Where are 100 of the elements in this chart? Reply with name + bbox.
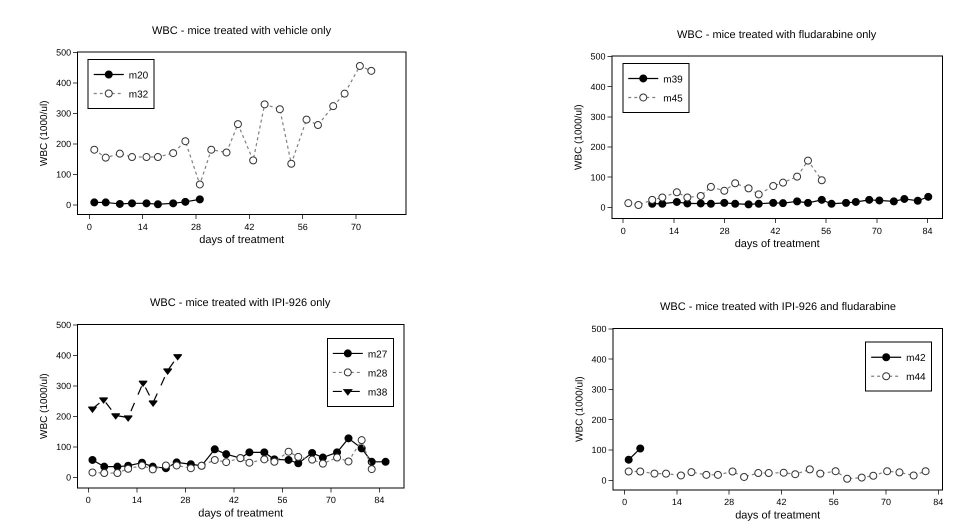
point: [116, 200, 124, 208]
point: [769, 198, 778, 207]
point: [672, 198, 681, 206]
point: [754, 200, 763, 208]
y-tick-label: 500: [56, 48, 72, 58]
x-tick-label: 70: [326, 495, 336, 506]
x-tick-label: 70: [351, 222, 362, 232]
point: [720, 198, 728, 207]
x-tick-label: 70: [872, 226, 882, 236]
x-tick-label: 0: [620, 226, 626, 236]
point: [875, 196, 884, 204]
point: [102, 198, 110, 206]
chart-title: WBC - mice treated with vehicle only: [152, 25, 332, 37]
y-tick-label: 200: [56, 139, 72, 150]
x-tick-label: 84: [922, 226, 933, 236]
y-tick-label: 300: [56, 108, 72, 119]
point: [124, 415, 133, 422]
point: [924, 192, 932, 201]
point: [382, 458, 390, 466]
chart-title: WBC - mice treated with IPI-926 and fludarabine: [660, 301, 896, 313]
point: [163, 368, 172, 375]
point: [731, 200, 740, 208]
y-tick-label: 0: [66, 472, 72, 482]
x-axis-title: days of treatment: [199, 234, 284, 246]
point: [142, 199, 150, 208]
point: [128, 199, 136, 208]
legend-label: m38: [368, 387, 388, 398]
point: [842, 198, 850, 207]
point: [210, 445, 219, 454]
point: [113, 462, 122, 471]
point: [636, 444, 644, 452]
legend-label: m44: [906, 372, 926, 384]
legend-label: m32: [128, 89, 149, 100]
point: [245, 448, 254, 456]
x-tick-label: 56: [828, 497, 839, 508]
point: [90, 198, 98, 206]
x-tick-label: 0: [622, 497, 628, 508]
point: [154, 200, 162, 208]
y-tick-label: 0: [66, 200, 72, 210]
point: [88, 456, 96, 464]
y-tick-label: 300: [56, 381, 72, 392]
y-tick-label: 300: [592, 384, 607, 395]
point: [865, 196, 874, 204]
x-tick-label: 14: [672, 497, 682, 508]
point: [222, 450, 230, 458]
x-tick-label: 14: [138, 222, 148, 232]
point: [804, 198, 812, 207]
legend-label: m45: [663, 93, 684, 104]
point: [744, 200, 753, 208]
y-tick-label: 100: [592, 445, 607, 456]
point: [148, 400, 158, 407]
x-tick-label: 42: [776, 497, 786, 508]
y-tick-label: 100: [56, 170, 72, 180]
y-axis-title: WBC (1000/ul): [574, 104, 585, 170]
point: [358, 444, 366, 452]
chart-title: WBC - mice treated with fludarabine only: [677, 29, 877, 41]
y-tick-label: 0: [602, 475, 607, 486]
point: [706, 200, 715, 208]
x-tick-label: 0: [86, 222, 92, 232]
point: [260, 448, 268, 456]
point: [779, 199, 787, 208]
point: [900, 194, 908, 203]
point: [169, 199, 178, 208]
x-tick-label: 14: [132, 495, 142, 506]
x-tick-label: 56: [277, 495, 288, 506]
chart-title: WBC - mice treated with IPI-926 only: [150, 297, 331, 309]
y-tick-label: 0: [600, 202, 606, 213]
x-tick-label: 42: [770, 226, 780, 236]
y-tick-label: 500: [592, 324, 607, 334]
x-tick-label: 28: [720, 226, 730, 236]
point: [196, 195, 204, 204]
point: [890, 197, 898, 206]
point: [852, 198, 860, 206]
legend-label: m20: [128, 70, 149, 82]
x-tick-label: 70: [881, 497, 892, 508]
x-tick-label: 14: [668, 226, 679, 236]
y-tick-label: 500: [590, 52, 606, 62]
y-tick-label: 200: [590, 142, 606, 152]
y-axis-title: WBC (1000/ul): [574, 376, 586, 442]
y-tick-label: 200: [56, 412, 72, 422]
y-tick-label: 400: [590, 82, 606, 92]
x-tick-label: 56: [298, 222, 308, 232]
point: [344, 434, 352, 442]
point: [99, 397, 108, 404]
x-axis-title: days of treatment: [198, 507, 284, 520]
x-tick-label: 28: [191, 222, 202, 232]
y-tick-label: 500: [56, 320, 72, 330]
point: [284, 456, 293, 464]
point: [181, 198, 190, 206]
y-tick-label: 400: [56, 78, 72, 88]
x-tick-label: 56: [821, 226, 832, 236]
x-axis-title: days of treatment: [734, 238, 820, 250]
legend-label: m27: [368, 349, 388, 360]
y-tick-label: 400: [592, 354, 607, 364]
point: [818, 196, 826, 204]
legend-label: m42: [906, 353, 926, 364]
x-tick-label: 0: [86, 495, 91, 506]
x-tick-label: 42: [244, 222, 254, 232]
point: [624, 456, 633, 464]
x-axis-title: days of treatment: [735, 509, 820, 522]
